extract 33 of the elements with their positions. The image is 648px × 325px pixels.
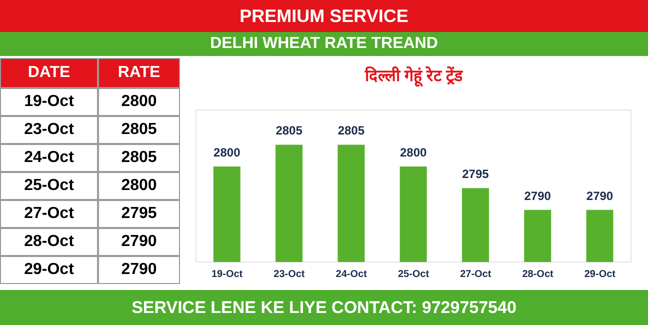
category-label: 19-Oct <box>24 93 74 110</box>
x-tick-label: 23-Oct <box>274 269 306 280</box>
x-tick-label: 28-Oct <box>522 269 554 280</box>
data-label: 2800 <box>214 145 241 160</box>
text: SERVICE LENE KE LIYE CONTACT: 9729757540 <box>0 290 648 325</box>
x-tick-label: 27-Oct <box>460 269 492 280</box>
x-tick-label: 24-Oct <box>336 269 368 280</box>
category-label: 28-Oct <box>24 233 74 250</box>
data-label: 2795 <box>462 167 490 182</box>
x-tick-label: 19-Oct <box>212 269 244 280</box>
text: 2795 <box>98 200 180 228</box>
text: 2800 <box>98 172 180 200</box>
category-label: 25-Oct <box>24 177 74 194</box>
data-label: 2790 <box>586 188 614 203</box>
text: 2790 <box>98 256 180 284</box>
text: 2790 <box>98 228 180 256</box>
text: दिल्ली गेहूं रेट ट्रेंड <box>364 65 464 88</box>
chart-subtitle: DELHI WHEAT RATE TREAND <box>0 32 648 58</box>
data-label: 2805 <box>276 124 303 138</box>
text: 2800 <box>98 88 180 116</box>
category-label: 24-Oct <box>24 149 74 166</box>
category-label: 27-Oct <box>24 205 74 222</box>
data-label: 2790 <box>524 188 552 203</box>
text: 2805 <box>98 144 180 172</box>
text: RATE <box>98 58 180 88</box>
chart-title: PREMIUM SERVICE <box>0 0 648 32</box>
data-label: 2800 <box>400 145 427 160</box>
category-label: 23-Oct <box>24 121 74 138</box>
data-label: 2805 <box>338 124 365 138</box>
text: DATE <box>0 58 98 88</box>
x-tick-label: 25-Oct <box>398 269 430 280</box>
x-tick-label: 29-Oct <box>584 269 616 280</box>
text: 2805 <box>98 116 180 144</box>
